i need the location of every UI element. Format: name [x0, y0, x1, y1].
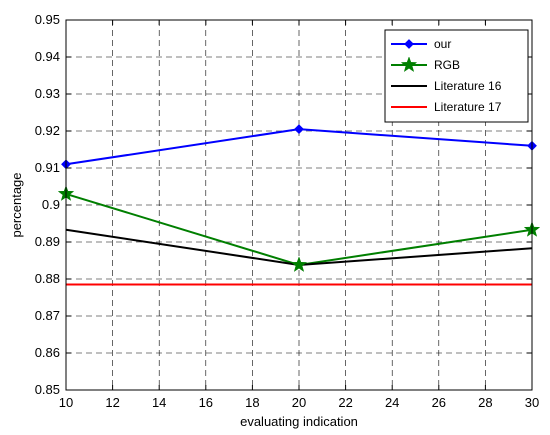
y-tick-labels: 0.85 0.86 0.87 0.88 0.89 0.9 0.91 0.92 0.93 0.94 0… [35, 12, 60, 397]
x-tick-label: 20 [292, 395, 306, 410]
y-tick-label: 0.86 [35, 345, 60, 360]
y-tick-label: 0.9 [42, 197, 60, 212]
x-tick-label: 28 [478, 395, 492, 410]
y-tick-label: 0.92 [35, 123, 60, 138]
legend-label-our: our [434, 37, 451, 51]
y-tick-label: 0.93 [35, 86, 60, 101]
x-axis-label: evaluating indication [240, 414, 358, 429]
axis-ticks [65, 19, 533, 391]
x-tick-label: 16 [199, 395, 213, 410]
x-tick-label: 26 [432, 395, 446, 410]
y-tick-label: 0.89 [35, 234, 60, 249]
data-point-star [400, 56, 418, 73]
x-tick-label: 18 [245, 395, 259, 410]
x-tick-label: 24 [385, 395, 399, 410]
y-axis-label: percentage [9, 172, 24, 237]
y-tick-label: 0.87 [35, 308, 60, 323]
x-tick-label: 30 [525, 395, 539, 410]
y-tick-label: 0.85 [35, 382, 60, 397]
y-tick-label: 0.94 [35, 49, 60, 64]
y-tick-label: 0.88 [35, 271, 60, 286]
x-tick-labels: 10 12 14 16 18 20 22 24 26 28 30 [59, 395, 539, 410]
data-point-diamond [404, 39, 414, 49]
x-tick-label: 14 [152, 395, 166, 410]
x-tick-label: 10 [59, 395, 73, 410]
y-tick-label: 0.91 [35, 160, 60, 175]
data-point-diamond [294, 124, 304, 135]
x-tick-label: 22 [338, 395, 352, 410]
legend-label-literature-16: Literature 16 [434, 79, 502, 93]
legend-label-rgb: RGB [434, 58, 460, 72]
y-tick-label: 0.95 [35, 12, 60, 27]
data-point-star [290, 256, 308, 273]
legend: our RGB Literature 16 Literature 17 [384, 29, 529, 123]
legend-label-literature-17: Literature 17 [434, 100, 502, 114]
x-tick-label: 12 [105, 395, 119, 410]
